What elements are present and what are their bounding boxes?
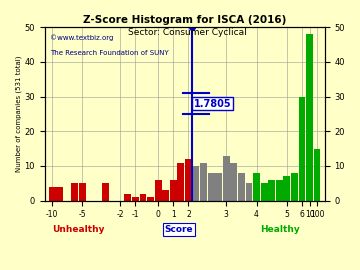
Text: ©www.textbiz.org: ©www.textbiz.org bbox=[50, 34, 114, 41]
Bar bbox=[140, 194, 147, 201]
Y-axis label: Number of companies (531 total): Number of companies (531 total) bbox=[15, 56, 22, 172]
Bar bbox=[276, 180, 283, 201]
Bar bbox=[132, 197, 139, 201]
Text: Unhealthy: Unhealthy bbox=[52, 225, 104, 234]
Bar bbox=[261, 183, 267, 201]
Bar bbox=[238, 173, 245, 201]
Bar bbox=[298, 97, 305, 201]
Bar bbox=[230, 163, 237, 201]
Bar bbox=[125, 194, 131, 201]
Bar bbox=[215, 173, 222, 201]
Bar bbox=[185, 159, 192, 201]
Text: The Research Foundation of SUNY: The Research Foundation of SUNY bbox=[50, 50, 169, 56]
Text: Sector: Consumer Cyclical: Sector: Consumer Cyclical bbox=[128, 28, 247, 37]
Bar bbox=[49, 187, 55, 201]
Bar bbox=[291, 173, 298, 201]
Bar bbox=[253, 173, 260, 201]
Bar bbox=[72, 183, 78, 201]
Bar bbox=[246, 183, 252, 201]
Bar bbox=[102, 183, 109, 201]
Bar bbox=[193, 166, 199, 201]
Title: Z-Score Histogram for ISCA (2016): Z-Score Histogram for ISCA (2016) bbox=[83, 15, 286, 25]
Bar bbox=[147, 197, 154, 201]
Text: Score: Score bbox=[165, 225, 193, 234]
Bar bbox=[314, 149, 320, 201]
Bar bbox=[170, 180, 177, 201]
Bar bbox=[79, 183, 86, 201]
Bar bbox=[155, 180, 162, 201]
Bar bbox=[223, 156, 230, 201]
Bar bbox=[177, 163, 184, 201]
Text: Healthy: Healthy bbox=[260, 225, 300, 234]
Bar bbox=[57, 187, 63, 201]
Bar bbox=[200, 163, 207, 201]
Bar bbox=[283, 176, 290, 201]
Bar bbox=[268, 180, 275, 201]
Bar bbox=[306, 34, 313, 201]
Text: 1.7805: 1.7805 bbox=[194, 99, 231, 109]
Bar bbox=[208, 173, 215, 201]
Bar bbox=[162, 190, 169, 201]
